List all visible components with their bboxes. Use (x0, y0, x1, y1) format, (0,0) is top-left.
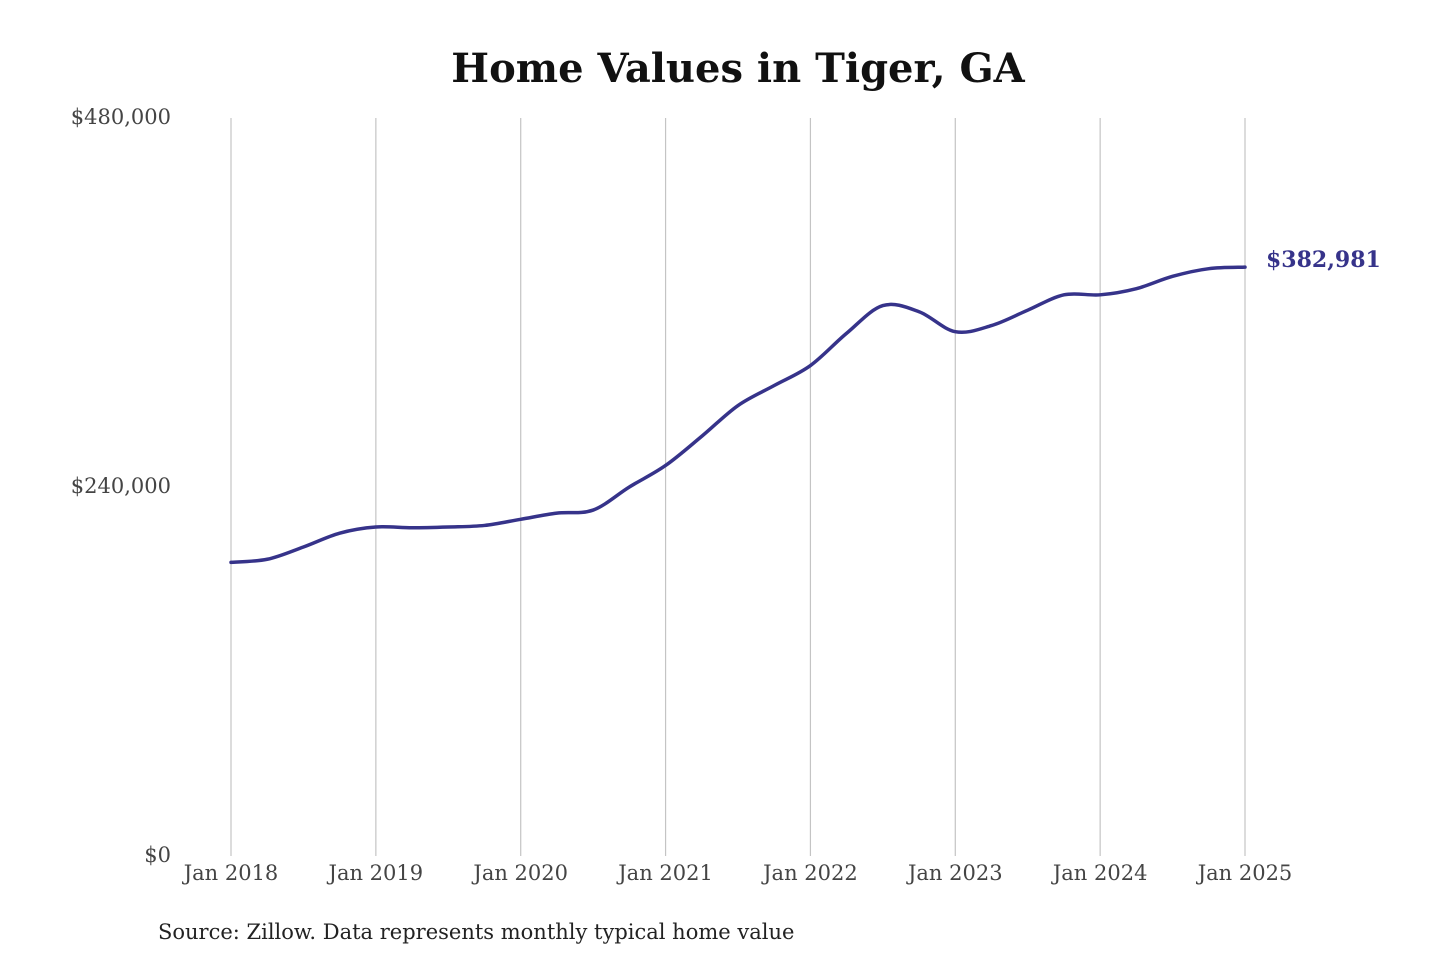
series-group (229, 265, 1247, 565)
chart-title: Home Values in Tiger, GA (451, 45, 1025, 92)
x-tick-label: Jan 2024 (1051, 861, 1148, 885)
end-value-label: $382,981 (1266, 247, 1381, 273)
y-tick-label: $240,000 (71, 474, 171, 498)
series-line-0 (229, 265, 1247, 565)
x-axis-tick-labels: Jan 2018 Jan 2019 Jan 2020 Jan 2021 Jan 2022… (182, 861, 1293, 885)
x-tick-label: Jan 2022 (761, 861, 858, 885)
x-tick-label: Jan 2019 (327, 861, 424, 885)
x-tick-label: Jan 2020 (471, 861, 568, 885)
x-tick-label: Jan 2025 (1196, 861, 1293, 885)
y-tick-label: $480,000 (71, 105, 171, 129)
y-axis-tick-labels: $0 $240,000 $480,000 (71, 105, 171, 867)
x-tick-label: Jan 2018 (182, 861, 279, 885)
source-note: Source: Zillow. Data represents monthly … (158, 920, 794, 944)
gridlines (230, 118, 1246, 856)
x-tick-label: Jan 2023 (906, 861, 1003, 885)
x-tick-label: Jan 2021 (616, 861, 713, 885)
y-tick-label: $0 (144, 843, 171, 867)
